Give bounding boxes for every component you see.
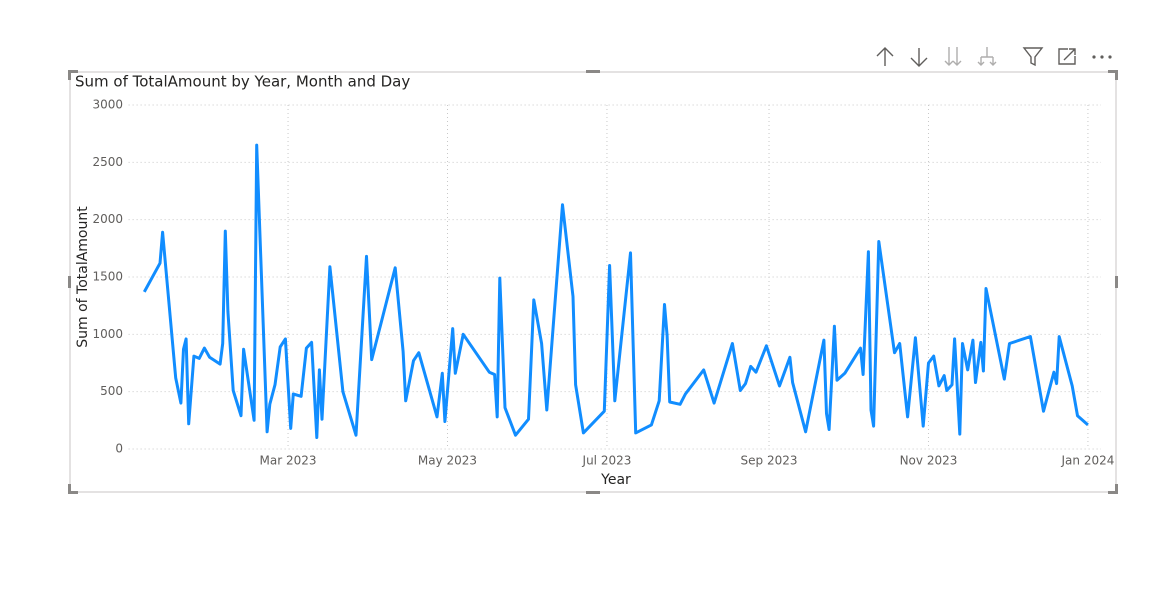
y-tick-label: 500	[100, 384, 123, 398]
y-tick-label: 2000	[92, 212, 123, 226]
y-tick-label: 1500	[92, 270, 123, 284]
y-tick-label: 2500	[92, 155, 123, 169]
drill-up-icon[interactable]	[876, 47, 894, 66]
focus-mode-icon[interactable]	[1058, 48, 1076, 65]
y-axis-label: Sum of TotalAmount	[75, 206, 91, 348]
x-tick-label: Jan 2024	[1061, 454, 1115, 468]
data-line	[142, 143, 1089, 439]
x-tick-label: Mar 2023	[260, 454, 317, 468]
filter-icon[interactable]	[1022, 47, 1044, 67]
y-tick-label: 1000	[92, 327, 123, 341]
toolbar	[876, 47, 1112, 67]
expand-all-icon[interactable]	[944, 47, 962, 66]
chart-title: Sum of TotalAmount by Year, Month and Da…	[75, 73, 410, 91]
x-axis-label: Year	[600, 472, 631, 488]
more-options-icon[interactable]	[1092, 55, 1112, 59]
x-tick-label: Nov 2023	[900, 454, 958, 468]
expand-next-icon[interactable]	[977, 47, 997, 66]
y-tick-label: 3000	[92, 98, 123, 112]
drill-down-icon[interactable]	[910, 48, 928, 67]
x-tick-label: Jul 2023	[582, 454, 632, 468]
x-tick-label: May 2023	[418, 454, 477, 468]
y-tick-label: 0	[115, 442, 123, 456]
x-tick-label: Sep 2023	[741, 454, 798, 468]
resize-handles	[68, 70, 1118, 494]
